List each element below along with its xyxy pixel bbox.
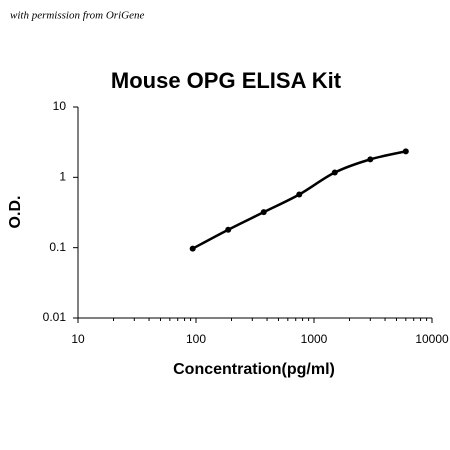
x-tick-label: 100 [186,332,206,346]
x-tick-label: 10 [71,332,85,346]
data-point [189,245,196,252]
y-tick-label: 0.1 [49,240,66,254]
y-tick-label: 0.01 [43,310,67,324]
x-axis-label: Concentration(pg/ml) [173,361,335,378]
y-tick-label: 10 [53,99,67,113]
annotation: with permission from OriGene [10,10,144,22]
fit-curve [192,150,407,250]
data-point [260,209,267,216]
x-tick-label: 10000 [415,332,449,346]
data-point [367,156,374,163]
x-tick-label: 1000 [301,332,328,346]
data-point [225,226,232,233]
y-tick-label: 1 [59,170,66,184]
data-point [402,148,409,155]
y-axis-label: O.D. [7,196,24,229]
chart-title: Mouse OPG ELISA Kit [111,68,342,93]
data-point [331,169,338,176]
data-point [296,191,303,198]
